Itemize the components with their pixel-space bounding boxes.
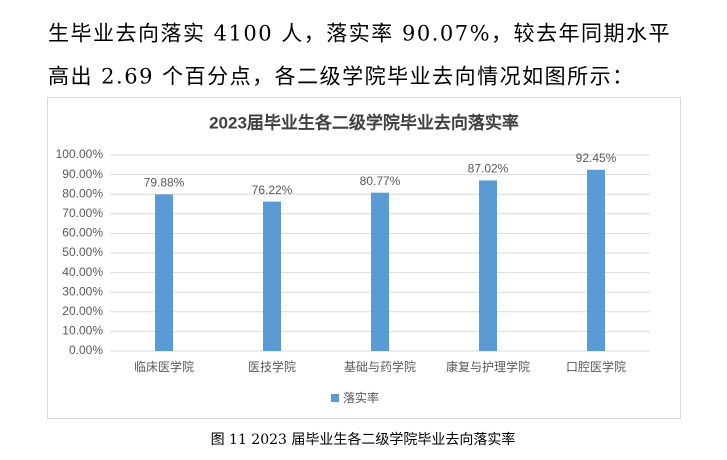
bar bbox=[587, 169, 605, 351]
x-tick-label: 基础与药学院 bbox=[344, 359, 416, 374]
data-label: 76.22% bbox=[252, 183, 293, 197]
figure-caption: 图 11 2023 届毕业生各二级学院毕业去向落实率 bbox=[211, 431, 516, 448]
y-tick-label: 40.00% bbox=[62, 265, 103, 279]
bar bbox=[155, 194, 173, 351]
paragraph-line: 生毕业去向落实 4100 人，落实率 90.07%，较去年同期水平 bbox=[48, 22, 671, 46]
paragraph-line: 高出 2.69 个百分点，各二级学院毕业去向情况如图所示： bbox=[48, 65, 635, 89]
bar bbox=[371, 192, 389, 351]
y-tick-label: 70.00% bbox=[62, 206, 103, 220]
data-label: 87.02% bbox=[468, 162, 509, 176]
x-tick-label: 医技学院 bbox=[248, 359, 296, 374]
chart-frame bbox=[47, 97, 681, 419]
x-tick-label: 临床医学院 bbox=[134, 359, 194, 374]
y-tick-label: 10.00% bbox=[62, 324, 103, 338]
data-label: 80.77% bbox=[360, 174, 401, 188]
y-tick-label: 90.00% bbox=[62, 167, 103, 181]
data-label: 92.45% bbox=[576, 151, 617, 165]
chart-title: 2023届毕业生各二级学院毕业去向落实率 bbox=[209, 112, 519, 132]
bar bbox=[479, 180, 497, 351]
legend-label: 落实率 bbox=[343, 390, 379, 405]
y-tick-label: 100.00% bbox=[56, 147, 104, 161]
y-tick-label: 60.00% bbox=[62, 226, 103, 240]
y-tick-label: 20.00% bbox=[62, 304, 103, 318]
x-tick-label: 口腔医学院 bbox=[566, 359, 626, 374]
bar bbox=[263, 201, 281, 351]
x-tick-label: 康复与护理学院 bbox=[446, 359, 530, 374]
y-tick-label: 80.00% bbox=[62, 186, 103, 200]
data-label: 79.88% bbox=[144, 176, 185, 190]
y-tick-label: 50.00% bbox=[62, 245, 103, 259]
y-tick-label: 30.00% bbox=[62, 284, 103, 298]
legend-swatch bbox=[331, 394, 339, 402]
y-tick-label: 0.00% bbox=[69, 343, 103, 357]
